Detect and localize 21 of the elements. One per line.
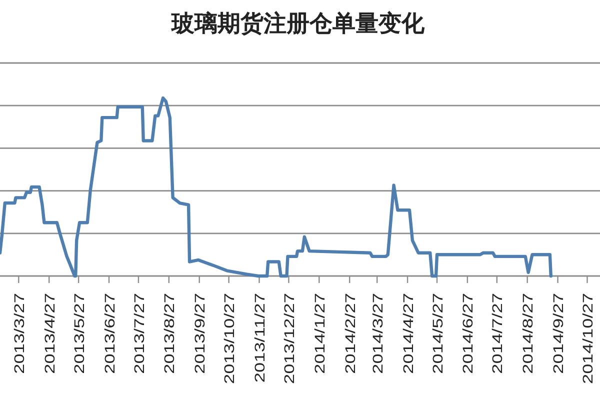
x-tick-label: 2014/6/27	[460, 293, 476, 374]
x-tick-label: 2014/8/27	[520, 293, 536, 374]
x-tick-label: 2014/7/27	[490, 293, 506, 374]
x-tick-label: 2013/3/27	[12, 293, 28, 374]
x-tick-label: 2014/1/27	[312, 293, 328, 374]
x-tick-label: 2014/4/27	[400, 293, 416, 374]
x-tick-label: 2013/9/27	[192, 293, 208, 374]
x-tick-label: 2013/5/27	[72, 293, 88, 374]
x-tick-label: 2014/2/27	[342, 293, 358, 374]
x-tick-label: 2014/3/27	[370, 293, 386, 374]
x-tick-label: 2014/10/27	[580, 293, 596, 384]
x-tick-label: 2013/4/27	[42, 293, 58, 374]
x-tick-label: 2014/9/27	[551, 293, 567, 374]
x-tick-label: 2013/12/27	[282, 293, 298, 384]
x-tick-label: 2013/11/27	[252, 293, 268, 383]
x-tick-label: 2014/5/27	[430, 293, 446, 374]
x-tick-label: 2013/6/27	[102, 293, 118, 374]
x-tick-label: 2013/7/27	[132, 293, 148, 374]
x-tick-label: 2013/8/27	[162, 293, 178, 374]
chart-title: 玻璃期货注册仓单量变化	[170, 10, 426, 37]
x-tick-label: 2013/10/27	[222, 293, 238, 384]
